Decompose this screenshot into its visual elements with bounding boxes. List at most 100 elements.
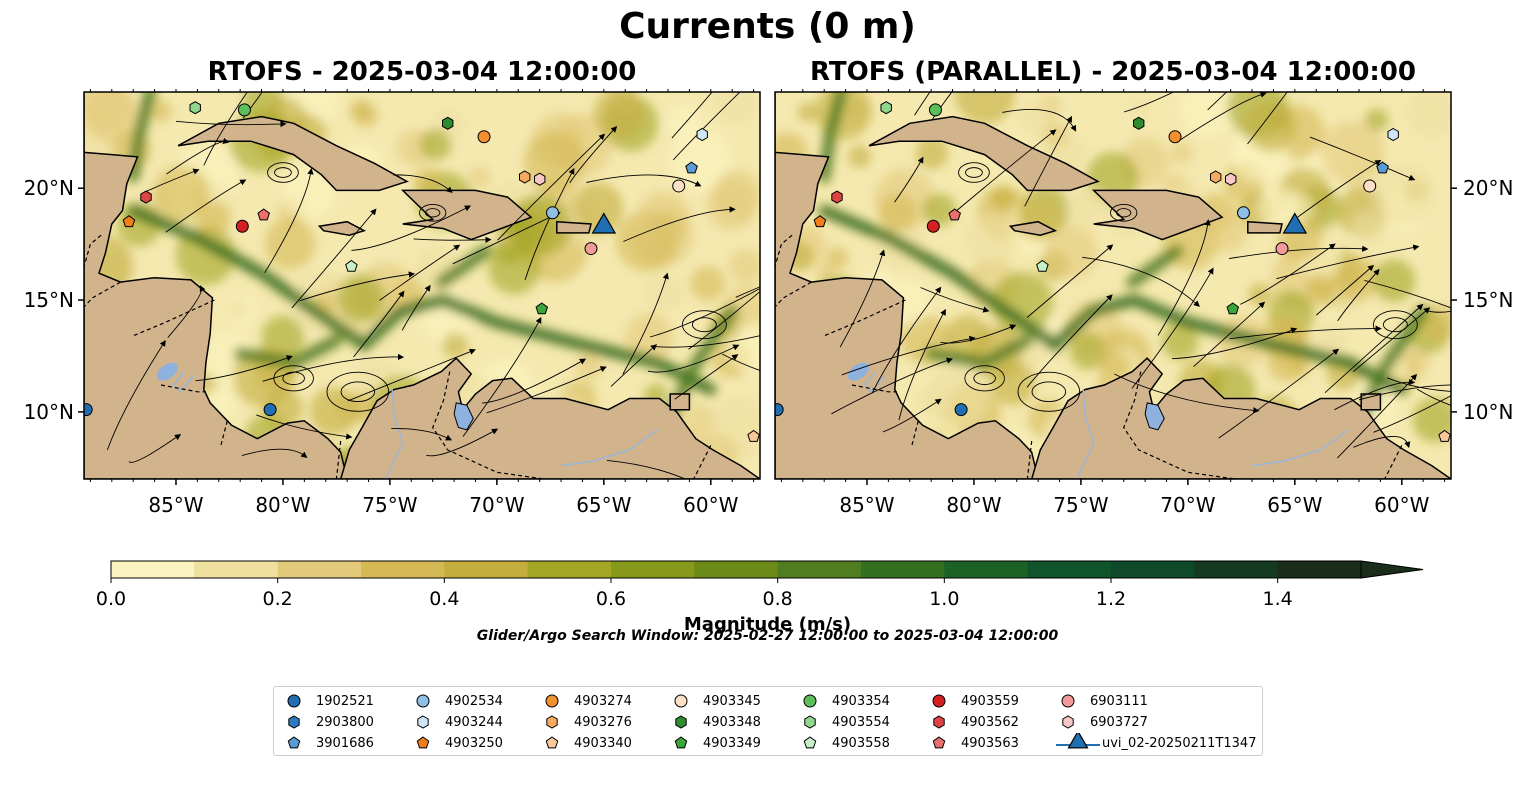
x-tick-label: 85°W: [148, 493, 203, 517]
streamline: [606, 459, 687, 479]
legend-item: 6903111: [1056, 691, 1148, 711]
legend-label: 2903800: [316, 714, 374, 730]
map-frame: [774, 91, 1452, 480]
legend-marker: [416, 694, 430, 708]
legend-item: 4902534: [411, 691, 503, 711]
streamline: [1193, 301, 1266, 368]
eddy-streamline: [964, 365, 1005, 392]
current-jet-core: [929, 338, 1030, 365]
marker-4903559: [235, 219, 249, 233]
legend-item: 4903244: [411, 712, 503, 732]
legend-item: 3901686: [282, 733, 374, 753]
streamline: [1386, 377, 1451, 392]
legend-symbol: [1056, 730, 1100, 749]
legend-marker: [545, 736, 559, 749]
streamline: [1131, 267, 1214, 389]
streamline: [1229, 245, 1369, 260]
streamline: [1353, 436, 1411, 449]
platform-legend: 1902521 2903800 3901686 4902534 4903244 49032…: [273, 686, 1263, 756]
river: [560, 429, 658, 467]
legend-marker: [932, 694, 946, 708]
eddy-streamline: [681, 310, 727, 340]
colorbar-tick-label: 1.2: [1096, 588, 1126, 610]
colorbar-segment: [694, 561, 779, 578]
river: [1251, 429, 1349, 467]
country-border: [160, 384, 206, 393]
central-america-land: [775, 92, 1039, 479]
colorbar-tick-label: 1.4: [1263, 588, 1293, 610]
streamline: [650, 335, 760, 348]
x-tick-label: 75°W: [362, 493, 417, 517]
country-border: [775, 281, 812, 308]
streamline: [1157, 218, 1211, 336]
x-tick-label: 70°W: [1160, 493, 1215, 517]
streamline: [241, 448, 308, 458]
country-border: [1123, 371, 1235, 479]
marker-4903554: [880, 101, 892, 115]
streamline: [393, 174, 453, 193]
legend-symbol: [416, 694, 430, 708]
colorbar-tick-label: 0.2: [263, 588, 293, 610]
streamline: [1002, 109, 1077, 132]
country-border: [84, 234, 102, 267]
marker-1902521: [263, 403, 277, 417]
search-window-text: Glider/Argo Search Window: 2025-02-27 12…: [476, 628, 1059, 644]
streamline: [481, 358, 587, 404]
marker-4903559: [926, 219, 940, 233]
y-tick-label: 10°N: [24, 400, 74, 424]
colorbar-tick-label: 0.8: [763, 588, 793, 610]
streamline: [622, 272, 669, 375]
current-jet-core: [1130, 248, 1180, 285]
streamline: [426, 428, 499, 457]
legend-marker: [932, 736, 946, 749]
streamline: [146, 168, 200, 192]
legend-label: uvi_02-20250211T1347: [1102, 735, 1257, 751]
streamline: [610, 344, 658, 387]
colorbar-segment: [861, 561, 945, 578]
marker-3901686: [1376, 161, 1389, 174]
streamline: [175, 120, 287, 128]
x-tick-label: 85°W: [839, 493, 894, 517]
legend-symbol: [675, 715, 687, 729]
y-tick-label: 15°N: [24, 288, 74, 312]
platform-markers: [775, 101, 1451, 442]
lake-maracaibo: [453, 402, 474, 431]
legend-marker: [804, 715, 816, 729]
colorbar-tick-label: 1.0: [929, 588, 959, 610]
legend-label: 6903727: [1090, 714, 1148, 730]
puerto-rico-land: [556, 220, 592, 234]
streamline: [167, 285, 206, 338]
x-tick-label: 75°W: [1053, 493, 1108, 517]
legend-label: 4903274: [574, 693, 632, 709]
streamline: [165, 179, 247, 233]
marker-4903354: [237, 103, 251, 117]
streamline: [1416, 388, 1451, 406]
marker-4903563: [257, 208, 270, 221]
marker-4902534: [545, 206, 559, 220]
streamline: [524, 167, 575, 280]
streamline: [1207, 92, 1228, 111]
eddy-streamline: [1116, 208, 1132, 218]
marker-4903250: [813, 215, 827, 228]
eddy-streamline: [273, 365, 314, 392]
streamline: [106, 339, 166, 451]
streamline: [1334, 378, 1416, 411]
marker-4903558: [345, 259, 358, 272]
colorbar-extend-arrow: [1360, 560, 1424, 579]
trinidad-land: [669, 393, 691, 411]
streamline: [462, 316, 542, 437]
streamline: [264, 167, 314, 274]
marker-4903274: [1168, 130, 1182, 144]
legend-item: 4903558: [798, 733, 890, 753]
country-border: [1384, 445, 1403, 479]
streamline: [647, 344, 740, 373]
marker-uvi_02-20250211T1347: [591, 212, 617, 234]
streamline: [882, 398, 942, 433]
eddy-streamline: [1382, 317, 1408, 333]
map-frame: [83, 91, 761, 480]
legend-item: 4903345: [669, 691, 761, 711]
streamline: [379, 244, 461, 301]
country-border: [432, 371, 544, 479]
puerto-rico-land: [1247, 220, 1283, 234]
